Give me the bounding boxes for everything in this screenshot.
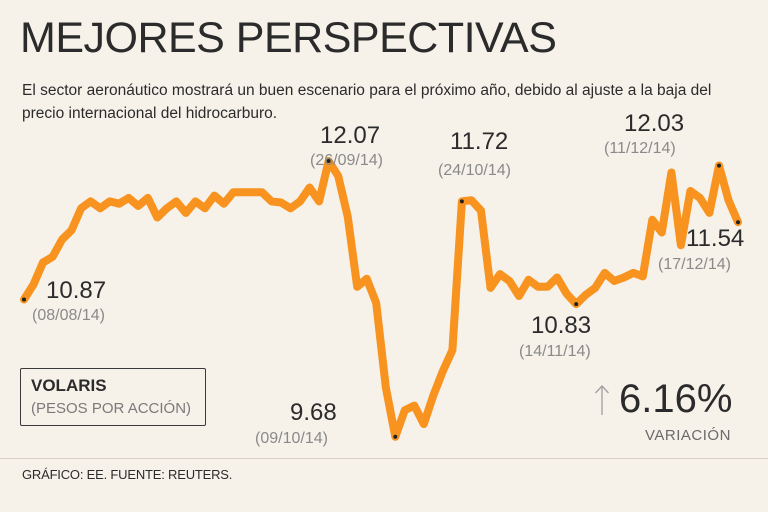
footer-divider bbox=[0, 458, 768, 459]
series-line-volaris bbox=[20, 157, 742, 441]
legend-box: VOLARIS (PESOS POR ACCIÓN) bbox=[20, 368, 206, 426]
point-value-label: 11.72 bbox=[450, 128, 508, 155]
point-date-label: (14/11/14) bbox=[519, 343, 591, 360]
point-marker bbox=[574, 302, 579, 307]
legend-company-name: VOLARIS bbox=[31, 376, 107, 395]
point-marker bbox=[717, 163, 721, 168]
point-value-label: 10.83 bbox=[531, 312, 591, 339]
arrow-up-icon bbox=[595, 385, 609, 415]
point-value-label: 10.87 bbox=[46, 277, 106, 304]
chart-title: MEJORES PERSPECTIVAS bbox=[20, 14, 557, 62]
legend-unit: (PESOS POR ACCIÓN) bbox=[31, 400, 192, 417]
change-value: 6.16% bbox=[619, 377, 733, 421]
point-value-label: 12.03 bbox=[624, 110, 684, 137]
point-marker bbox=[22, 297, 26, 302]
point-date-label: (09/10/14) bbox=[255, 430, 328, 447]
point-date-label: (08/08/14) bbox=[32, 307, 105, 324]
point-marker bbox=[393, 434, 398, 439]
point-value-label: 11.54 bbox=[686, 225, 744, 252]
point-date-label: (24/10/14) bbox=[438, 162, 511, 179]
point-date-label: (17/12/14) bbox=[658, 256, 731, 273]
source-note: GRÁFICO: EE. FUENTE: REUTERS. bbox=[22, 467, 233, 482]
point-marker bbox=[326, 159, 331, 163]
point-marker bbox=[736, 220, 740, 225]
change-label: VARIACIÓN bbox=[645, 427, 731, 444]
point-date-label: (26/09/14) bbox=[310, 152, 383, 169]
chart-subtitle: El sector aeronáutico mostrará un buen e… bbox=[22, 82, 712, 122]
point-value-label: 12.07 bbox=[320, 122, 380, 149]
point-marker bbox=[459, 199, 464, 204]
point-date-label: (11/12/14) bbox=[604, 140, 676, 157]
point-value-label: 9.68 bbox=[290, 399, 337, 426]
